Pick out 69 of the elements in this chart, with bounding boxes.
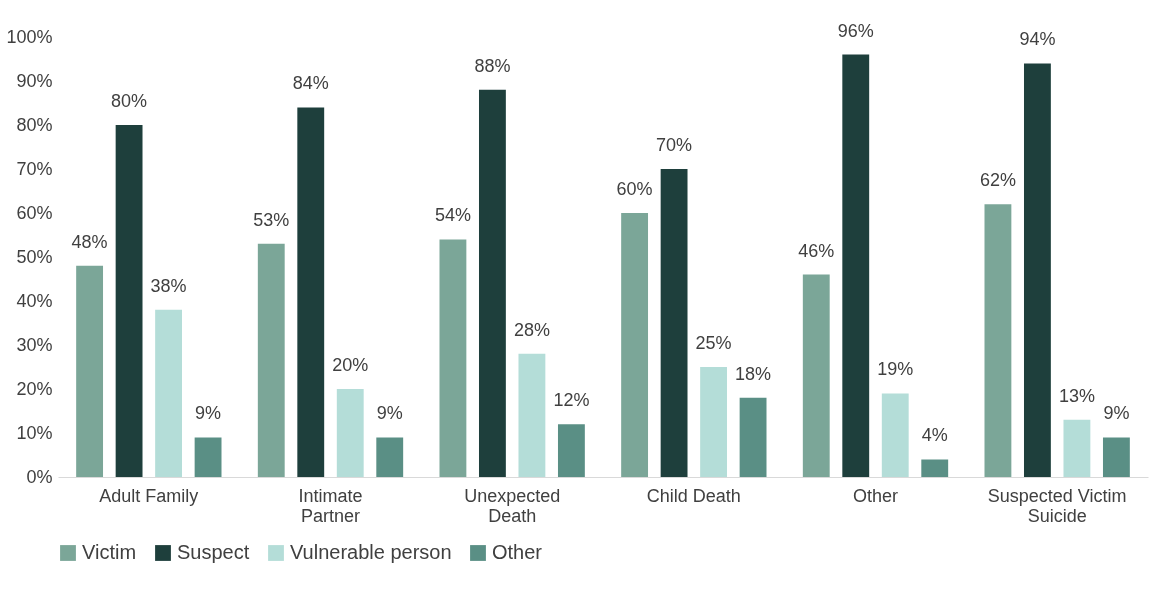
y-tick-label: 20% [16,378,53,399]
y-tick-label: 60% [16,202,53,223]
data-label: 54% [434,205,471,226]
bar [1063,419,1091,477]
data-label: 46% [798,240,835,261]
bar [155,309,183,477]
x-tick-label: Other [852,485,899,506]
bar [257,243,285,477]
bar [194,437,222,477]
y-tick-label: 40% [16,290,53,311]
data-label: 9% [1103,403,1130,424]
data-label: 94% [1019,29,1056,50]
y-tick-label: 80% [16,114,53,135]
data-label: 60% [616,179,653,199]
legend-label: Other [492,541,543,563]
data-label: 12% [553,390,590,411]
y-tick-label: 0% [26,466,53,487]
x-tick-label: Suspected Victim Suicide [987,485,1127,526]
legend-label: Vulnerable person [290,541,452,563]
data-label: 53% [253,209,290,230]
bar [297,107,325,477]
x-tick-label: Child Death [646,485,741,506]
bar [336,389,364,477]
legend-label: Suspect [177,541,250,563]
y-tick-label: 90% [16,70,53,91]
bar [478,89,506,477]
bar [881,393,909,477]
x-tick-label: Unexpected Death [464,485,561,526]
data-label: 25% [695,333,732,353]
bar [115,125,143,477]
data-label: 28% [513,319,550,340]
bar [621,213,649,477]
bar [700,367,728,477]
bar [739,397,767,477]
data-label: 88% [474,55,511,76]
bar [842,54,870,477]
bar [439,239,467,477]
bar [921,459,949,477]
bar [802,274,830,477]
bar [1023,63,1051,477]
data-label: 18% [735,363,772,384]
bar [1102,437,1130,477]
data-label: 96% [837,20,874,41]
data-label: 20% [332,355,369,375]
data-label: 48% [71,231,108,252]
x-tick-label: Intimate Partner [298,485,363,526]
x-tick-label: Adult Family [99,485,199,506]
y-tick-label: 70% [16,158,53,179]
y-tick-label: 50% [16,246,53,267]
bar [76,265,104,477]
bar [557,424,585,477]
bar [660,169,688,477]
legend-label: Victim [82,541,137,563]
data-label: 70% [656,135,693,155]
data-label: 84% [292,73,329,94]
y-tick-label: 10% [16,422,53,443]
bar [376,437,404,477]
y-tick-label: 100% [6,26,53,47]
data-label: 38% [150,275,187,296]
data-label: 9% [195,403,222,424]
bar [984,204,1012,477]
bar [518,353,546,477]
data-label: 19% [877,359,914,380]
data-label: 9% [376,403,403,424]
y-tick-label: 30% [16,334,53,355]
data-label: 4% [921,425,948,446]
data-label: 13% [1058,385,1095,406]
data-label: 80% [111,91,148,111]
data-label: 62% [979,170,1016,191]
